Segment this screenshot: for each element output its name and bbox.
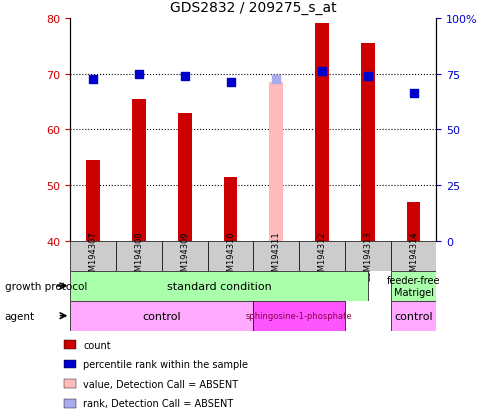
Point: [272, 77, 280, 83]
Text: agent: agent: [5, 311, 35, 321]
Bar: [390, 271, 436, 301]
Bar: [406, 203, 420, 242]
Text: control: control: [393, 311, 432, 321]
Point: [135, 71, 143, 78]
Text: sphingosine-1-phosphate: sphingosine-1-phosphate: [245, 311, 352, 320]
Text: GSM194309: GSM194309: [180, 231, 189, 282]
Bar: [253, 242, 299, 271]
Bar: [70, 301, 253, 331]
Text: GSM194312: GSM194312: [317, 231, 326, 282]
Text: GSM194310: GSM194310: [226, 231, 235, 282]
Bar: [70, 271, 367, 301]
Point: [226, 79, 234, 86]
Text: GSM194314: GSM194314: [408, 231, 417, 282]
Text: GSM194311: GSM194311: [271, 231, 280, 282]
Bar: [207, 242, 253, 271]
Point: [318, 68, 325, 75]
Text: GSM194313: GSM194313: [363, 231, 372, 282]
Bar: [64, 340, 76, 349]
Bar: [162, 242, 207, 271]
Text: GSM194308: GSM194308: [134, 231, 143, 282]
Bar: [64, 399, 76, 408]
Bar: [178, 113, 191, 242]
Bar: [64, 360, 76, 369]
Bar: [116, 242, 162, 271]
Text: percentile rank within the sample: percentile rank within the sample: [83, 359, 248, 369]
Text: growth protocol: growth protocol: [5, 281, 87, 291]
Bar: [390, 242, 436, 271]
Bar: [344, 242, 390, 271]
Point: [409, 90, 417, 97]
Text: GSM194307: GSM194307: [89, 231, 97, 282]
Bar: [253, 301, 344, 331]
Text: rank, Detection Call = ABSENT: rank, Detection Call = ABSENT: [83, 398, 233, 408]
Bar: [360, 44, 374, 242]
Bar: [64, 379, 76, 388]
Bar: [315, 24, 328, 242]
Bar: [86, 161, 100, 242]
Point: [89, 77, 97, 83]
Text: standard condition: standard condition: [166, 281, 271, 291]
Bar: [70, 242, 116, 271]
Text: control: control: [142, 311, 181, 321]
Bar: [390, 301, 436, 331]
Bar: [299, 242, 344, 271]
Point: [181, 74, 188, 81]
Text: value, Detection Call = ABSENT: value, Detection Call = ABSENT: [83, 379, 238, 389]
Bar: [132, 100, 146, 242]
Text: feeder-free
Matrigel: feeder-free Matrigel: [386, 275, 439, 297]
Text: count: count: [83, 340, 110, 350]
Point: [363, 74, 371, 81]
Title: GDS2832 / 209275_s_at: GDS2832 / 209275_s_at: [170, 1, 336, 15]
Bar: [223, 178, 237, 242]
Bar: [269, 83, 283, 242]
